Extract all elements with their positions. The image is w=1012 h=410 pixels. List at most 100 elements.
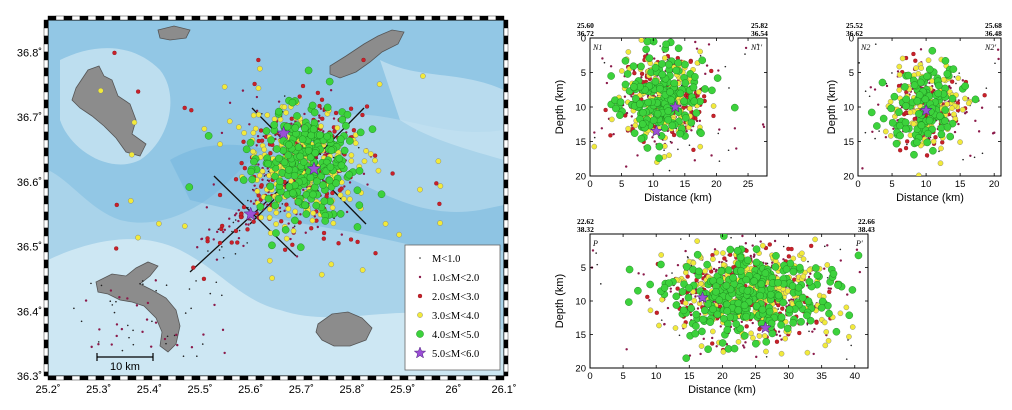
event-marker: [346, 137, 354, 145]
event-marker: [913, 58, 918, 63]
event-marker: [902, 95, 911, 104]
event-marker: [263, 175, 266, 177]
event-marker: [361, 158, 368, 165]
event-marker: [285, 205, 292, 212]
n2-y-tick-label: 10: [843, 103, 854, 114]
n2-corner-left-lat: 36.62: [846, 29, 863, 38]
event-marker: [690, 97, 699, 105]
event-marker: [977, 130, 981, 133]
event-marker: [680, 97, 688, 105]
event-marker: [672, 66, 681, 75]
event-marker: [974, 119, 977, 123]
event-marker: [789, 246, 794, 252]
n1-y-tick-label: 20: [575, 172, 586, 183]
event-star: [243, 206, 258, 221]
event-marker: [348, 106, 354, 111]
map-x-tick-label: 25.7˚: [289, 384, 314, 396]
event-marker: [699, 315, 707, 324]
event-marker: [624, 165, 628, 168]
event-marker: [625, 265, 634, 274]
event-marker: [182, 355, 185, 358]
event-marker: [925, 65, 934, 74]
event-marker: [701, 85, 709, 93]
event-marker: [869, 86, 872, 89]
event-marker: [255, 95, 259, 99]
event-marker: [736, 253, 745, 262]
event-marker: [109, 300, 112, 302]
event-marker: [437, 220, 443, 226]
event-marker: [323, 103, 332, 112]
event-marker: [345, 210, 349, 214]
event-marker: [601, 57, 604, 60]
event-marker: [937, 130, 946, 139]
event-marker: [858, 270, 862, 274]
event-marker: [632, 71, 637, 76]
event-marker: [782, 265, 791, 274]
n2-corner-right-lon: 25.68: [985, 21, 1002, 30]
event-marker: [340, 233, 344, 236]
event-marker: [850, 344, 852, 347]
event-marker: [278, 206, 282, 210]
event-marker: [800, 256, 807, 262]
event-marker: [316, 131, 324, 139]
event-marker: [616, 98, 625, 106]
event-marker: [639, 108, 647, 117]
event-marker: [687, 304, 695, 313]
event-marker: [242, 145, 251, 154]
event-marker: [220, 131, 224, 135]
event-marker: [777, 330, 781, 333]
event-marker: [735, 147, 738, 150]
event-marker: [861, 167, 864, 170]
event-marker: [208, 228, 211, 231]
event-marker: [304, 231, 307, 234]
event-marker: [287, 222, 290, 225]
event-marker: [261, 178, 264, 181]
event-marker: [691, 297, 698, 304]
event-marker: [634, 286, 642, 295]
event-marker: [329, 89, 333, 92]
event-marker: [948, 84, 951, 88]
event-marker: [655, 154, 663, 163]
event-marker: [767, 242, 772, 247]
event-marker: [213, 303, 216, 307]
event-marker: [778, 350, 785, 357]
event-marker: [267, 170, 270, 173]
event-marker: [275, 107, 283, 116]
event-marker: [233, 214, 237, 217]
event-marker: [683, 269, 689, 276]
event-marker: [281, 203, 284, 205]
event-marker: [603, 61, 606, 64]
event-marker: [775, 333, 778, 336]
event-marker: [607, 72, 615, 80]
event-marker: [915, 172, 922, 176]
event-marker: [625, 298, 633, 306]
event-marker: [242, 166, 247, 171]
event-marker: [336, 135, 345, 143]
event-marker: [239, 160, 244, 166]
event-marker: [638, 38, 645, 43]
event-marker: [217, 192, 223, 198]
event-marker: [924, 129, 932, 138]
event-marker: [743, 287, 752, 295]
event-marker: [809, 243, 814, 249]
event-marker: [751, 321, 754, 325]
event-marker: [310, 210, 316, 216]
event-marker: [212, 238, 215, 241]
event-marker: [271, 172, 279, 181]
event-marker: [702, 337, 705, 341]
event-marker: [113, 311, 116, 314]
event-marker: [266, 182, 275, 191]
event-marker: [222, 230, 225, 234]
event-marker: [118, 296, 121, 299]
event-marker: [874, 137, 876, 140]
event-marker: [309, 125, 318, 134]
event-marker: [797, 330, 802, 336]
event-marker: [396, 231, 402, 238]
event-marker: [839, 259, 842, 262]
event-marker: [188, 288, 191, 290]
event-marker: [363, 148, 369, 154]
event-marker: [688, 59, 693, 64]
event-marker: [742, 344, 745, 347]
event-marker: [312, 201, 321, 210]
